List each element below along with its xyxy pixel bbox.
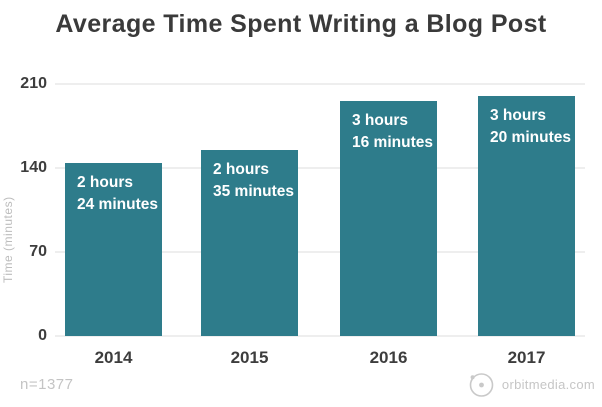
bar-value-label: 2 hours 24 minutes [65, 163, 162, 216]
orbit-logo-icon [468, 371, 495, 398]
sample-size-note: n=1377 [20, 376, 74, 393]
bar-2014: 2 hours 24 minutes [65, 163, 162, 336]
chart-title: Average Time Spent Writing a Blog Post [55, 10, 547, 38]
bar-value-line1: 2 hours [77, 174, 133, 192]
gridline [55, 335, 585, 337]
bar-value-label: 3 hours 20 minutes [478, 96, 575, 149]
bar-value-line1: 3 hours [490, 107, 546, 124]
x-tick-label-2015: 2015 [230, 348, 269, 367]
bar-value-label: 3 hours 16 minutes [340, 101, 437, 154]
bar-value-line2: 24 minutes [77, 196, 158, 214]
bar-value-line1: 3 hours [352, 111, 408, 129]
y-tick-label: 70 [29, 243, 47, 260]
source-text: orbitmedia.com [501, 377, 595, 392]
bar-value-line2: 20 minutes [490, 129, 571, 146]
gridline [55, 251, 585, 253]
x-tick-label-2016: 2016 [369, 348, 408, 367]
gridline [55, 167, 585, 169]
x-tick-label-2014: 2014 [94, 348, 133, 367]
bar-2017: 3 hours 20 minutes [478, 96, 575, 336]
y-tick-label: 140 [20, 159, 47, 176]
source-attribution: orbitmedia.com [468, 371, 595, 398]
bar-value-line2: 35 minutes [213, 183, 294, 200]
x-tick-label-2017: 2017 [507, 348, 546, 367]
bar-value-label: 2 hours 35 minutes [201, 150, 298, 203]
y-tick-label: 0 [38, 327, 47, 344]
bar-2015: 2 hours 35 minutes [201, 150, 298, 336]
bar-value-line2: 16 minutes [352, 133, 433, 151]
bar-value-line1: 2 hours [213, 161, 269, 178]
bar-2016: 3 hours 16 minutes [340, 100, 437, 336]
y-axis-label: Time (minutes) [1, 196, 15, 284]
plot-area: 0 70 140 210 2 hours 24 minutes 2 hours … [20, 76, 585, 367]
gridline [55, 83, 585, 85]
y-tick-label: 210 [20, 75, 47, 92]
